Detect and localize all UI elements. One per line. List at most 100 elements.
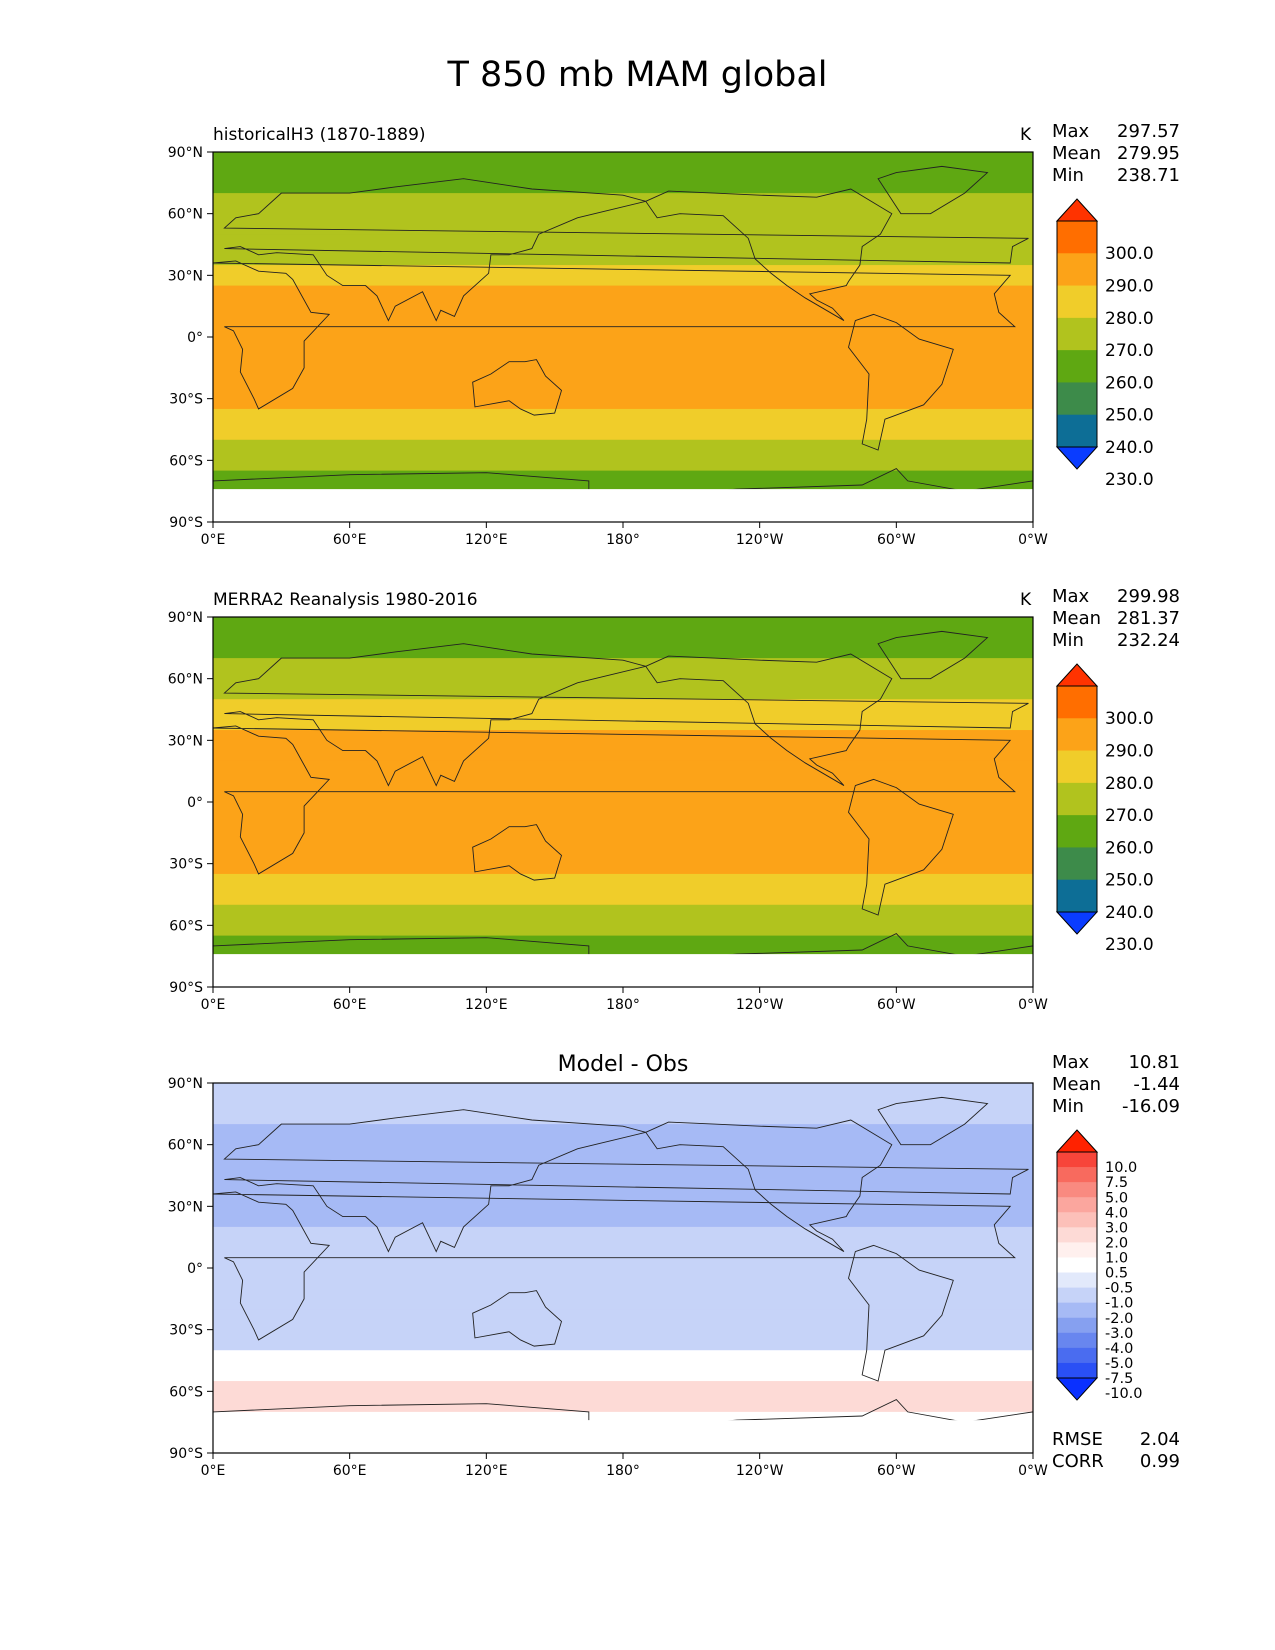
coastline-0 [213, 725, 1016, 875]
colorbar-segment [1057, 879, 1097, 913]
colorbar-tick-label: 280.0 [1105, 309, 1154, 329]
coastline-5 [848, 778, 954, 916]
lat-tick-label: 90°S [169, 980, 203, 996]
stat-mean: -1.44 [1133, 1074, 1180, 1095]
missing-data-antarctica [213, 489, 1033, 522]
zonal-band-4 [213, 1309, 1033, 1351]
lon-tick-label: 120°W [736, 532, 784, 548]
map-field [213, 1083, 1033, 1453]
zonal-band-2 [213, 1185, 1033, 1228]
colorbar-frame [1056, 685, 1098, 913]
lon-tick-label: 120°W [736, 1463, 784, 1479]
lat-tick-label: 0° [187, 1261, 203, 1277]
lat-tick-label: 60°S [169, 1384, 203, 1400]
colorbar-segment [1057, 782, 1097, 816]
colorbar-tick-label: 240.0 [1105, 903, 1154, 923]
stat-mean-label: Mean [1052, 143, 1102, 164]
coastline-6 [213, 1399, 1033, 1453]
lon-tick-label: 180° [606, 532, 640, 548]
zonal-band-0 [213, 617, 1033, 659]
lon-tick-label: 0°W [1018, 1463, 1048, 1479]
lat-tick-label: 60°N [168, 672, 203, 688]
colorbar-extend-max [1055, 1129, 1099, 1153]
lon-tick-label: 60°E [333, 1463, 367, 1479]
stats-box: Max 299.98 Mean 281.37 Min 232.24 [1052, 586, 1180, 652]
lon-tick-label: 180° [606, 1463, 640, 1479]
colorbar-segment [1057, 1167, 1097, 1183]
coastline-6 [213, 933, 1033, 987]
lat-tick-label: 30°S [169, 857, 203, 873]
missing-data-antarctica [213, 1420, 1033, 1453]
zonal-band-2 [213, 699, 1033, 731]
lat-tick-label: 0° [187, 795, 203, 811]
colorbar-segment [1057, 1257, 1097, 1273]
coastline-0 [213, 260, 1016, 410]
colorbar-tick-label: 0.5 [1105, 1266, 1128, 1282]
colorbar-tick-label: 250.0 [1105, 406, 1154, 426]
colorbar-segment [1057, 285, 1097, 319]
colorbar-tick-label: 250.0 [1105, 871, 1154, 891]
colorbar-segment [1057, 815, 1097, 848]
colorbar-tick-label: 270.0 [1105, 806, 1154, 826]
zonal-band-3 [213, 730, 1033, 762]
colorbar-extend-min [1055, 911, 1099, 935]
lat-tick-label: 90°N [168, 1076, 203, 1092]
panel-model: historicalH3 (1870-1889) K Max 297.57 Mea… [0, 121, 1275, 569]
stat-max-label: Max [1052, 1052, 1090, 1073]
lat-tick-label: 90°N [168, 145, 203, 161]
lon-tick-label: 0°E [201, 997, 226, 1013]
colorbar-segment [1057, 382, 1097, 416]
coastline-2 [472, 824, 563, 881]
colorbar-tick-label: -3.0 [1105, 1326, 1133, 1342]
lat-tick-label: 60°S [169, 918, 203, 934]
stat-min-label: Min [1052, 630, 1084, 651]
colorbar-tick-label: -4.0 [1105, 1341, 1133, 1357]
colorbar-tick-label: 10.0 [1105, 1160, 1137, 1176]
stat-max: 297.57 [1117, 121, 1180, 142]
coastline-1 [223, 178, 1029, 322]
lat-tick-label: 30°S [169, 392, 203, 408]
corr-value: 0.99 [1139, 1451, 1180, 1472]
stat-min: -16.09 [1121, 1096, 1180, 1117]
zonal-band-4 [213, 285, 1033, 410]
coastline-1 [223, 1109, 1029, 1253]
colorbar-segment [1057, 1227, 1097, 1243]
colorbar-tick-label: 4.0 [1105, 1205, 1128, 1221]
colorbar-segment [1057, 221, 1097, 254]
zonal-band-1 [213, 1124, 1033, 1187]
colorbar-segment [1057, 718, 1097, 751]
lon-tick-label: 0°W [1018, 997, 1048, 1013]
colorbar-extend-min [1055, 1377, 1099, 1401]
colorbar-segment [1057, 1302, 1097, 1319]
stat-max-label: Max [1052, 586, 1090, 607]
map-plot: 90°N 60°N 30°N 0° 30°S 60°S 90°S0°E 60°E 120°E 18… [168, 1076, 1143, 1479]
coastline-5 [848, 313, 954, 451]
lat-tick-label: 30°N [168, 1199, 203, 1215]
colorbar-tick-label: 290.0 [1105, 742, 1154, 762]
lat-tick-label: 30°N [168, 733, 203, 749]
stat-mean-label: Mean [1052, 1074, 1102, 1095]
coastline-3 [645, 188, 893, 321]
lon-tick-label: 120°W [736, 997, 784, 1013]
colorbar-tick-label: -0.5 [1105, 1281, 1133, 1297]
coastline-6 [213, 468, 1033, 522]
zonal-band-6 [213, 439, 1033, 472]
colorbar-segment [1057, 1347, 1097, 1364]
lon-tick-label: 60°W [877, 997, 916, 1013]
missing-data-antarctica [213, 954, 1033, 987]
colorbar-segment [1057, 317, 1097, 351]
colorbar-segment [1057, 1242, 1097, 1258]
colorbar-tick-label: 300.0 [1105, 709, 1154, 729]
zonal-band-4 [213, 760, 1033, 844]
zonal-band-6 [213, 1381, 1033, 1413]
zonal-band-2 [213, 234, 1033, 266]
colorbar-tick-label: 230.0 [1105, 935, 1154, 955]
lat-tick-label: 60°N [168, 1138, 203, 1154]
colorbar-extend-max [1055, 663, 1099, 687]
colorbar-tick-label: 270.0 [1105, 341, 1154, 361]
units-label: K [1020, 125, 1032, 145]
colorbar-segment [1057, 1197, 1097, 1213]
zonal-band-3 [213, 265, 1033, 287]
units-label: K [1020, 590, 1032, 610]
lon-tick-label: 0°E [201, 532, 226, 548]
